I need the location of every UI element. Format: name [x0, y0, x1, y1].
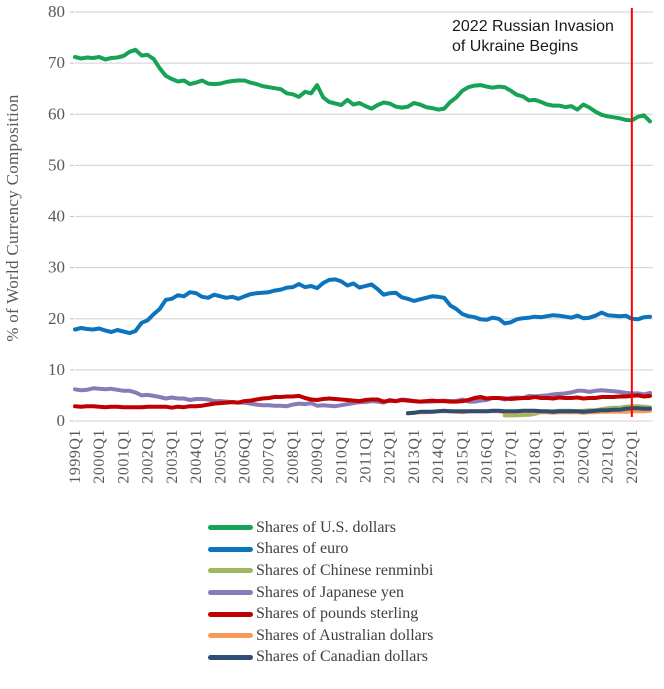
legend-label: Shares of Chinese renminbi [256, 561, 434, 579]
line-swatch-icon [208, 633, 253, 639]
svg-text:2019Q1: 2019Q1 [551, 429, 568, 484]
svg-text:2018Q1: 2018Q1 [527, 429, 544, 484]
svg-text:2012Q1: 2012Q1 [382, 429, 399, 484]
annotation-text: of Ukraine Begins [452, 38, 578, 55]
svg-text:2008Q1: 2008Q1 [285, 429, 302, 484]
svg-text:2003Q1: 2003Q1 [164, 429, 181, 484]
svg-text:2010Q1: 2010Q1 [333, 429, 350, 484]
line-swatch-icon [208, 611, 253, 617]
svg-text:1999Q1: 1999Q1 [67, 429, 84, 484]
legend-item-us-dollars: Shares of U.S. dollars [208, 517, 433, 539]
svg-text:2006Q1: 2006Q1 [237, 429, 254, 484]
legend-item-australian-dollars: Shares of Australian dollars [208, 625, 433, 647]
chart-area: 0 10 20 30 40 50 60 70 80 1999Q1 2000Q1 2001Q1 2002Q… [3, 2, 653, 484]
legend-label: Shares of Australian dollars [256, 626, 434, 644]
svg-text:30: 30 [48, 258, 65, 277]
svg-text:2015Q1: 2015Q1 [454, 429, 471, 484]
legend-label: Shares of pounds sterling [256, 605, 419, 623]
legend-item-pounds-sterling: Shares of pounds sterling [208, 603, 433, 625]
svg-text:80: 80 [48, 2, 65, 21]
svg-text:2001Q1: 2001Q1 [115, 429, 132, 484]
svg-text:2004Q1: 2004Q1 [188, 429, 205, 484]
svg-text:2005Q1: 2005Q1 [212, 429, 229, 484]
y-axis-title: % of World Currency Composition [3, 94, 22, 342]
legend-label: Shares of euro [256, 540, 349, 558]
svg-text:2007Q1: 2007Q1 [261, 429, 278, 484]
svg-text:2002Q1: 2002Q1 [140, 429, 157, 484]
svg-text:2022Q1: 2022Q1 [624, 429, 641, 484]
svg-text:20: 20 [48, 309, 65, 328]
svg-text:50: 50 [48, 155, 65, 174]
svg-text:2016Q1: 2016Q1 [479, 429, 496, 484]
legend-label: Shares of Canadian dollars [256, 648, 428, 666]
legend-label: Shares of Japanese yen [256, 583, 404, 601]
svg-text:10: 10 [48, 360, 65, 379]
chart-legend: Shares of U.S. dollars Shares of euro Sh… [208, 517, 433, 668]
svg-text:2013Q1: 2013Q1 [406, 429, 423, 484]
svg-text:2020Q1: 2020Q1 [575, 429, 592, 484]
line-swatch-icon [208, 525, 253, 531]
legend-item-euro: Shares of euro [208, 539, 433, 561]
legend-item-chinese-renminbi: Shares of Chinese renminbi [208, 560, 433, 582]
svg-text:2011Q1: 2011Q1 [358, 429, 375, 483]
annotation-text: 2022 Russian Invasion [452, 18, 614, 35]
line-swatch-icon [208, 590, 253, 596]
svg-text:2009Q1: 2009Q1 [309, 429, 326, 484]
line-swatch-icon [208, 654, 253, 660]
legend-label: Shares of U.S. dollars [256, 518, 396, 536]
chart-canvas: 0 10 20 30 40 50 60 70 80 1999Q1 2000Q1 2001Q1 2002Q… [48, 2, 653, 484]
svg-text:2014Q1: 2014Q1 [430, 429, 447, 484]
legend-item-canadian-dollars: Shares of Canadian dollars [208, 647, 433, 669]
svg-text:2000Q1: 2000Q1 [91, 429, 108, 484]
line-swatch-icon [208, 546, 253, 552]
line-swatch-icon [208, 568, 253, 574]
svg-text:60: 60 [48, 104, 65, 123]
legend-item-japanese-yen: Shares of Japanese yen [208, 582, 433, 604]
svg-text:0: 0 [57, 411, 66, 430]
svg-text:40: 40 [48, 207, 65, 226]
svg-text:2021Q1: 2021Q1 [600, 429, 617, 484]
svg-text:2017Q1: 2017Q1 [503, 429, 520, 484]
svg-text:70: 70 [48, 53, 65, 72]
